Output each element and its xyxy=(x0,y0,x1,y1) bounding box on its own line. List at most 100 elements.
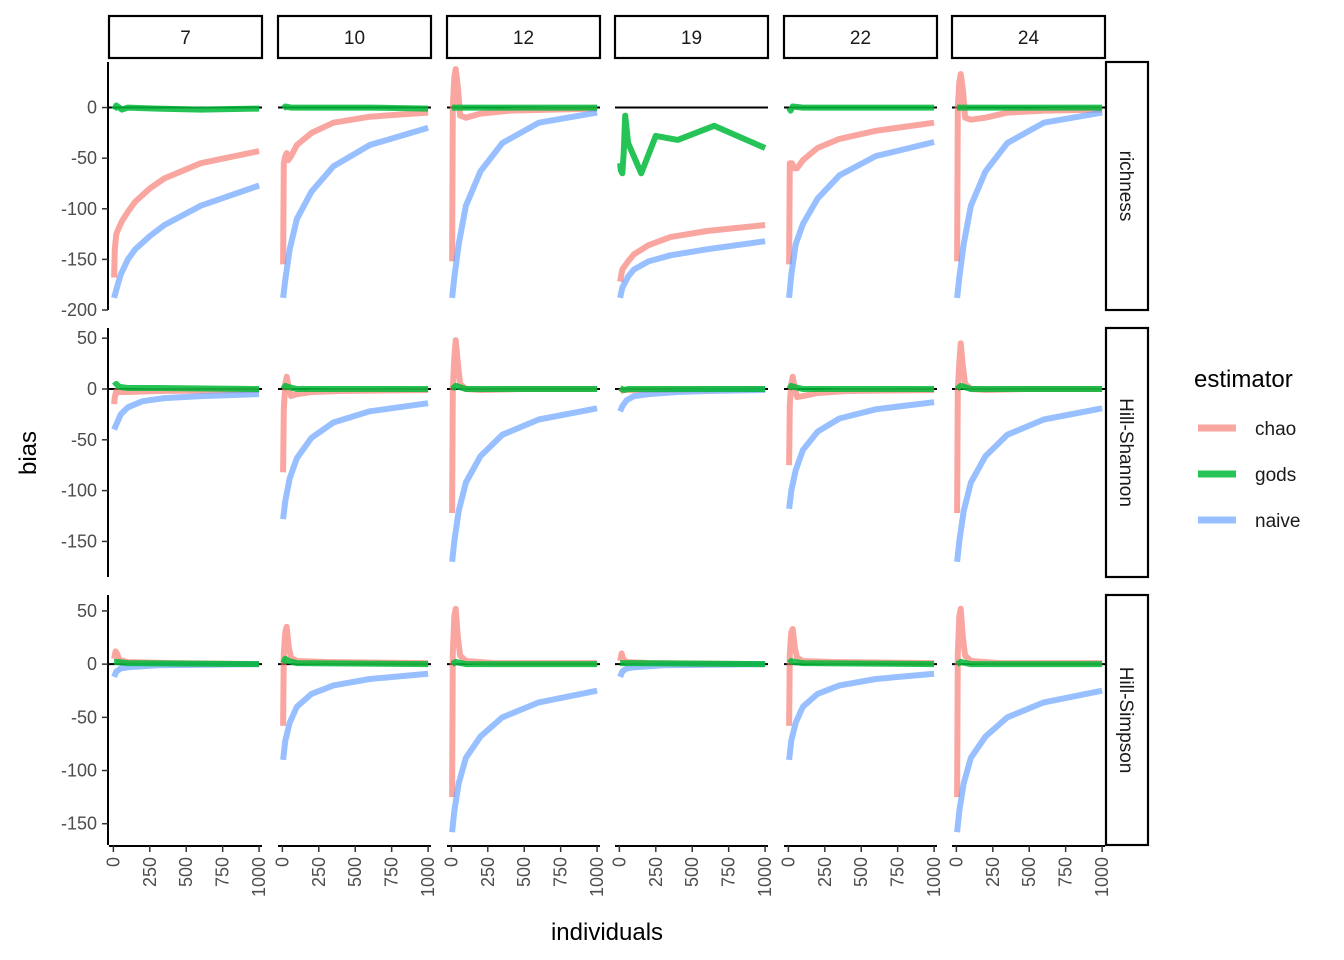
series-chao-richness-22 xyxy=(786,119,935,265)
legend-label-naive: naive xyxy=(1255,511,1300,532)
x-tick-label-7-3: 750 xyxy=(213,857,233,887)
x-tick-label-10-0: 0 xyxy=(272,857,292,867)
series-gods-hill-simpson-19 xyxy=(620,660,766,668)
panel-richness-22 xyxy=(784,103,937,299)
y-tick-label-hill-simpson-0: 50 xyxy=(77,601,97,621)
series-gods-richness-10 xyxy=(281,103,429,112)
series-naive-hill-simpson-22 xyxy=(786,670,935,761)
x-tick-label-12-4: 1000 xyxy=(587,857,607,897)
series-chao-richness-7 xyxy=(111,148,260,278)
panel-richness-12 xyxy=(447,66,600,299)
x-tick-label-12-3: 750 xyxy=(551,857,571,887)
series-naive-hill-shannon-22 xyxy=(786,399,935,510)
series-naive-hill-simpson-12 xyxy=(449,687,598,833)
y-tick-label-richness-1: -50 xyxy=(71,148,97,168)
series-naive-hill-shannon-24 xyxy=(954,405,1103,563)
row-strip-richness xyxy=(1104,60,1150,312)
series-chao-richness-12 xyxy=(449,66,598,262)
strip-label-10: 10 xyxy=(344,28,365,49)
x-tick-label-22-4: 1000 xyxy=(924,857,944,897)
legend-label-chao: chao xyxy=(1255,419,1296,440)
y-tick-label-hill-shannon-0: 50 xyxy=(77,328,97,348)
x-tick-label-19-3: 750 xyxy=(719,857,739,887)
series-gods-richness-19 xyxy=(617,112,767,177)
series-naive-richness-12 xyxy=(449,109,598,299)
series-chao-richness-10 xyxy=(280,109,429,265)
y-tick-label-richness-3: -150 xyxy=(61,249,97,269)
y-tick-label-richness-2: -100 xyxy=(61,199,97,219)
x-tick-label-10-1: 250 xyxy=(309,857,329,887)
strip-19 xyxy=(613,14,770,60)
series-naive-hill-shannon-19 xyxy=(617,387,766,413)
y-tick-label-hill-shannon-2: -50 xyxy=(71,430,97,450)
row-strip-hill-shannon xyxy=(1104,326,1150,579)
strip-22 xyxy=(782,14,939,60)
series-gods-hill-shannon-12 xyxy=(450,382,598,392)
panel-hill-shannon-12 xyxy=(447,337,600,563)
panel-hill-simpson-10 xyxy=(278,623,431,761)
series-gods-hill-shannon-22 xyxy=(786,382,935,392)
x-tick-label-24-4: 1000 xyxy=(1092,857,1112,897)
series-naive-hill-shannon-12 xyxy=(449,405,598,563)
series-naive-richness-24 xyxy=(954,109,1103,299)
row-strip-label-hill-shannon: Hill-Shannon xyxy=(1115,398,1136,507)
series-chao-richness-24 xyxy=(954,71,1103,262)
x-tick-label-22-0: 0 xyxy=(778,857,798,867)
series-gods-hill-shannon-19 xyxy=(618,385,766,393)
panel-richness-24 xyxy=(952,71,1105,299)
x-tick-label-19-1: 250 xyxy=(646,857,666,887)
x-tick-label-10-4: 1000 xyxy=(418,857,438,897)
series-gods-hill-simpson-12 xyxy=(450,659,598,668)
y-tick-label-hill-shannon-4: -150 xyxy=(61,531,97,551)
x-tick-label-19-0: 0 xyxy=(609,857,629,867)
y-tick-label-hill-shannon-1: 0 xyxy=(87,379,97,399)
strip-label-19: 19 xyxy=(681,28,702,49)
x-tick-label-24-1: 250 xyxy=(983,857,1003,887)
series-gods-hill-shannon-7 xyxy=(112,380,260,392)
panel-richness-19 xyxy=(615,106,768,299)
strip-12 xyxy=(445,14,602,60)
series-gods-richness-7 xyxy=(111,102,260,113)
series-gods-hill-simpson-7 xyxy=(114,659,260,668)
panel-hill-simpson-19 xyxy=(615,650,768,679)
x-tick-label-22-1: 250 xyxy=(815,857,835,887)
x-tick-label-10-3: 750 xyxy=(382,857,402,887)
series-gods-hill-shannon-10 xyxy=(280,382,429,392)
x-tick-label-19-2: 500 xyxy=(682,857,702,887)
legend-label-gods: gods xyxy=(1255,465,1296,486)
strip-label-7: 7 xyxy=(180,28,191,49)
panel-hill-simpson-7 xyxy=(109,648,262,679)
y-tick-label-hill-simpson-2: -50 xyxy=(71,707,97,727)
series-naive-hill-simpson-10 xyxy=(280,670,429,761)
x-tick-label-22-2: 500 xyxy=(851,857,871,887)
series-gods-richness-22 xyxy=(786,103,935,114)
series-naive-richness-10 xyxy=(280,124,429,299)
series-gods-hill-simpson-10 xyxy=(280,655,429,668)
series-gods-hill-simpson-24 xyxy=(955,659,1103,668)
panel-richness-7 xyxy=(109,102,262,299)
panel-hill-simpson-12 xyxy=(447,605,600,833)
row-strip-label-richness: richness xyxy=(1115,151,1136,222)
row-strip-hill-simpson xyxy=(1104,593,1150,847)
x-tick-label-7-1: 250 xyxy=(140,857,160,887)
series-naive-hill-shannon-10 xyxy=(280,400,429,520)
series-naive-richness-22 xyxy=(786,139,935,299)
strip-10 xyxy=(276,14,433,60)
legend: chao gods naive xyxy=(1198,419,1300,532)
x-tick-label-12-1: 250 xyxy=(478,857,498,887)
y-tick-label-hill-shannon-3: -100 xyxy=(61,481,97,501)
y-tick-label-richness-0: 0 xyxy=(87,98,97,118)
y-tick-label-hill-simpson-4: -150 xyxy=(61,814,97,834)
strip-label-22: 22 xyxy=(850,28,871,49)
panel-hill-simpson-24 xyxy=(952,605,1105,833)
series-naive-richness-7 xyxy=(111,182,261,299)
series-chao-hill-simpson-12 xyxy=(449,605,598,798)
x-tick-label-24-3: 750 xyxy=(1056,857,1076,887)
series-chao-hill-simpson-24 xyxy=(954,605,1103,798)
y-tick-label-richness-4: -200 xyxy=(61,300,97,320)
plot-area: 70-50-100-150-200500-50-100-150500-50-10… xyxy=(61,14,1150,897)
series-gods-hill-shannon-24 xyxy=(955,382,1103,392)
series-naive-hill-simpson-24 xyxy=(954,687,1103,833)
series-chao-richness-19 xyxy=(617,222,766,283)
